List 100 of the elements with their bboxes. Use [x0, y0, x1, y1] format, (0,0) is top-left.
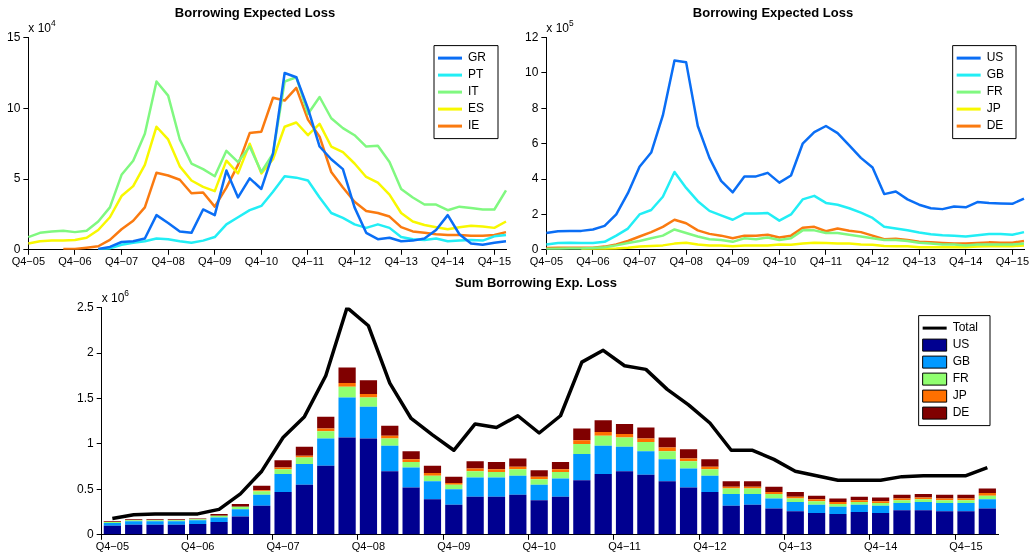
bar [914, 493, 932, 498]
x-tick-label: Q4−15 [477, 255, 512, 268]
bar [295, 446, 314, 456]
chart-title: Borrowing Expected Loss [174, 5, 336, 21]
x-tick-label: Q4−11 [291, 255, 325, 268]
bar [551, 462, 570, 470]
bar [807, 512, 826, 535]
bar [423, 465, 442, 473]
bar [487, 496, 506, 535]
bar [487, 469, 506, 473]
bar [210, 522, 228, 535]
bar [381, 438, 399, 446]
bar [551, 478, 570, 497]
x-tick-label: Q4−08 [351, 540, 386, 553]
x-tick-label: Q4−07 [266, 540, 300, 553]
bar [274, 492, 292, 535]
bar [573, 440, 591, 444]
bar [381, 425, 399, 436]
bar [701, 459, 719, 467]
y-tick-label: 5 [13, 171, 21, 186]
bar [743, 488, 762, 494]
x-tick-label: Q4−13 [902, 255, 936, 268]
y-tick-label: 0 [86, 527, 94, 542]
x-tick-label: Q4−05 [529, 255, 564, 268]
y-tick-label: 0 [13, 242, 21, 257]
bar [103, 525, 121, 535]
bar [445, 476, 463, 483]
bar [615, 471, 634, 535]
bar [487, 462, 506, 470]
legend-label: US [952, 337, 970, 352]
bar [551, 469, 570, 473]
legend-label: FR [986, 84, 1003, 99]
legend-label: IE [468, 118, 480, 133]
x-tick-label: Q4−07 [622, 255, 657, 268]
bar [231, 509, 250, 517]
bar [594, 420, 612, 433]
bar [829, 513, 847, 535]
bar [914, 502, 932, 511]
bar [466, 461, 484, 469]
chart-title: Borrowing Expected Loss [692, 5, 854, 21]
bar [487, 472, 506, 478]
bar [359, 393, 378, 398]
x-tick-label: Q4−09 [198, 255, 232, 268]
legend-label: US [986, 50, 1004, 65]
y-tick-label: 8 [531, 100, 539, 115]
bar [551, 472, 570, 479]
bar [423, 475, 442, 482]
bar [807, 504, 826, 513]
x-tick-label: Q4−14 [949, 255, 983, 268]
bar [359, 406, 378, 439]
y-tick-label: 2 [86, 345, 94, 360]
bar [658, 451, 676, 460]
bar [530, 484, 548, 501]
x-tick-label: Q4−09 [437, 540, 471, 553]
bar [594, 473, 612, 535]
bar [786, 498, 804, 503]
legend-label: FR [952, 371, 969, 386]
legend-label: GB [986, 67, 1005, 82]
y-tick-label: 15 [6, 29, 21, 44]
bar [573, 428, 591, 441]
bar [829, 498, 847, 503]
bar [658, 437, 676, 448]
bar [146, 524, 164, 535]
bar [679, 458, 698, 462]
bar [530, 470, 548, 477]
legend-label: PT [468, 67, 484, 82]
bar [957, 502, 975, 512]
bar [317, 438, 335, 466]
bar [231, 516, 250, 535]
bar [253, 494, 271, 506]
bar [701, 492, 719, 535]
bar [274, 460, 292, 468]
bar [594, 445, 612, 474]
x-tick-label: Q4−11 [809, 255, 843, 268]
bar [551, 496, 570, 535]
bar [615, 437, 634, 447]
chart-title: Sum Borrowing Exp. Loss [455, 275, 617, 291]
bar [743, 481, 762, 487]
x-tick-label: Q4−12 [855, 255, 890, 268]
bar [594, 435, 612, 446]
bar [829, 506, 847, 514]
bar [765, 486, 783, 493]
bar [381, 471, 399, 535]
bar [637, 451, 655, 475]
bar [295, 463, 314, 485]
y-tick-label: 10 [524, 65, 539, 80]
bar [466, 468, 484, 472]
bar [466, 477, 484, 497]
bar [317, 465, 335, 535]
y-tick-label: 2.5 [76, 299, 94, 314]
bar [679, 461, 698, 469]
bar [765, 498, 783, 509]
bar [487, 477, 506, 497]
bar [338, 383, 356, 387]
bar [402, 487, 420, 535]
bar [253, 505, 271, 535]
bar [189, 523, 207, 535]
bar [402, 467, 420, 488]
bar [615, 433, 634, 438]
bar [402, 462, 420, 468]
